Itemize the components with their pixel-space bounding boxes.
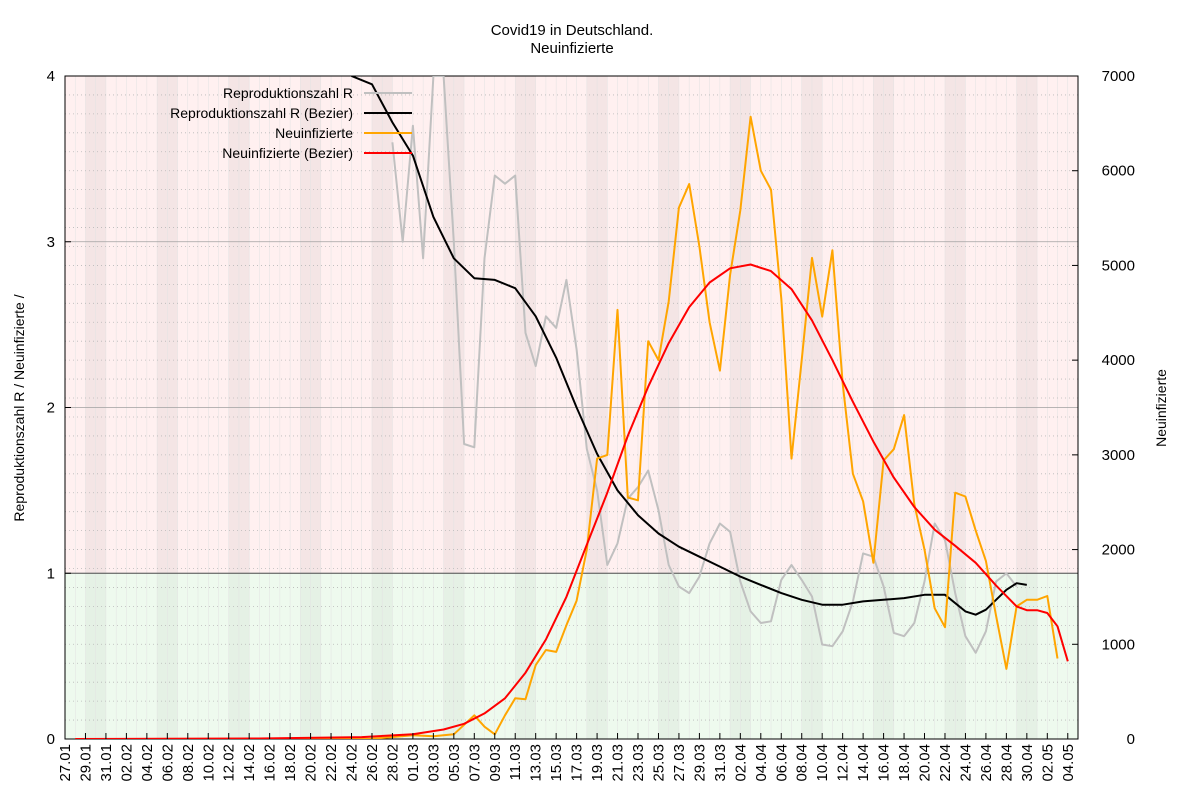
- x-tick-label: 10.04: [814, 744, 831, 782]
- x-tick-label: 03.03: [425, 744, 442, 782]
- x-tick-label: 31.01: [98, 744, 115, 782]
- band-below-1: [65, 573, 1078, 739]
- x-tick-label: 28.04: [998, 744, 1015, 782]
- x-tick-label: 06.02: [159, 744, 176, 782]
- right-y-ticks: 0 1000 2000 3000 4000 5000 6000 7000: [1072, 68, 1135, 748]
- legend-label: Reproduktionszahl R (Bezier): [170, 105, 353, 121]
- x-tick-label: 16.02: [262, 744, 279, 782]
- x-tick-label: 02.04: [732, 744, 749, 782]
- x-ticks: 27.01 29.01 31.01 02.02 04.02 06.02 08.02 10.02…: [57, 733, 1077, 782]
- x-tick-label: 19.03: [589, 744, 606, 782]
- x-tick-label: 13.03: [528, 744, 545, 782]
- left-tick-label: 1: [47, 565, 55, 582]
- x-tick-label: 05.03: [446, 744, 463, 782]
- right-tick-label: 6000: [1102, 163, 1135, 180]
- x-tick-label: 24.04: [957, 744, 974, 782]
- x-tick-label: 21.03: [610, 744, 627, 782]
- x-tick-label: 16.04: [876, 744, 893, 782]
- x-tick-label: 04.04: [753, 744, 770, 782]
- x-tick-label: 02.05: [1039, 744, 1056, 782]
- x-tick-label: 04.05: [1060, 744, 1077, 782]
- x-tick-label: 29.03: [691, 744, 708, 782]
- x-tick-label: 08.02: [180, 744, 197, 782]
- left-tick-label: 4: [47, 68, 55, 85]
- x-tick-label: 28.02: [384, 744, 401, 782]
- left-tick-label: 2: [47, 400, 55, 417]
- series-line-2: [351, 76, 1027, 616]
- x-tick-label: 17.03: [569, 744, 586, 782]
- x-tick-label: 14.04: [855, 744, 872, 782]
- x-tick-label: 22.04: [937, 744, 954, 782]
- x-tick-label: 12.04: [835, 744, 852, 782]
- x-tick-label: 04.02: [139, 744, 156, 782]
- x-tick-label: 22.02: [323, 744, 340, 782]
- x-tick-label: 06.04: [773, 744, 790, 782]
- x-tick-label: 09.03: [487, 744, 504, 782]
- band-above-1: [65, 76, 1078, 574]
- x-tick-label: 24.02: [344, 744, 361, 782]
- x-tick-label: 27.03: [671, 744, 688, 782]
- right-tick-label: 7000: [1102, 68, 1135, 85]
- x-tick-label: 18.04: [896, 744, 913, 782]
- right-tick-label: 4000: [1102, 352, 1135, 369]
- series-layer: [75, 76, 1069, 739]
- x-tick-label: 14.02: [241, 744, 258, 782]
- x-tick-label: 23.03: [630, 744, 647, 782]
- legend-label: Neuinfizierte: [275, 125, 353, 141]
- left-tick-label: 0: [47, 731, 55, 748]
- right-tick-label: 2000: [1102, 542, 1135, 559]
- series-line-3: [75, 115, 1059, 739]
- x-tick-label: 20.04: [917, 744, 934, 782]
- right-tick-label: 3000: [1102, 447, 1135, 464]
- chart-title: Covid19 in Deutschland.: [491, 22, 654, 39]
- x-tick-label: 15.03: [548, 744, 565, 782]
- series-line-4: [75, 263, 1069, 739]
- x-tick-label: 08.04: [794, 744, 811, 782]
- x-tick-label: 27.01: [57, 744, 74, 782]
- x-tick-label: 29.01: [78, 744, 95, 782]
- x-tick-label: 07.03: [466, 744, 483, 782]
- x-tick-label: 20.02: [303, 744, 320, 782]
- left-tick-label: 3: [47, 234, 55, 251]
- grid: [64, 75, 1079, 740]
- legend-label: Reproduktionszahl R: [223, 85, 353, 101]
- legend: Reproduktionszahl R Reproduktionszahl R (…: [170, 85, 412, 161]
- x-tick-label: 12.02: [221, 744, 238, 782]
- left-axis-label: Reproduktionszahl R / Neuinfizierte /: [11, 294, 27, 521]
- x-tick-label: 18.02: [282, 744, 299, 782]
- x-tick-label: 31.03: [712, 744, 729, 782]
- x-tick-label: 11.03: [507, 744, 524, 780]
- right-tick-label: 1000: [1102, 636, 1135, 653]
- right-axis-label: Neuinfizierte: [1153, 369, 1169, 447]
- right-tick-label: 0: [1127, 731, 1135, 748]
- x-tick-label: 01.03: [405, 744, 422, 782]
- x-tick-label: 25.03: [651, 744, 668, 782]
- x-tick-label: 26.02: [364, 744, 381, 782]
- right-tick-label: 5000: [1102, 257, 1135, 274]
- x-tick-label: 26.04: [978, 744, 995, 782]
- chart-subtitle: Neuinfizierte: [530, 40, 613, 57]
- x-tick-label: 10.02: [200, 744, 217, 782]
- left-y-ticks: 0 1 2 3 4: [47, 68, 71, 748]
- x-tick-label: 02.02: [118, 744, 135, 782]
- legend-label: Neuinfizierte (Bezier): [222, 145, 353, 161]
- x-tick-label: 30.04: [1019, 744, 1036, 782]
